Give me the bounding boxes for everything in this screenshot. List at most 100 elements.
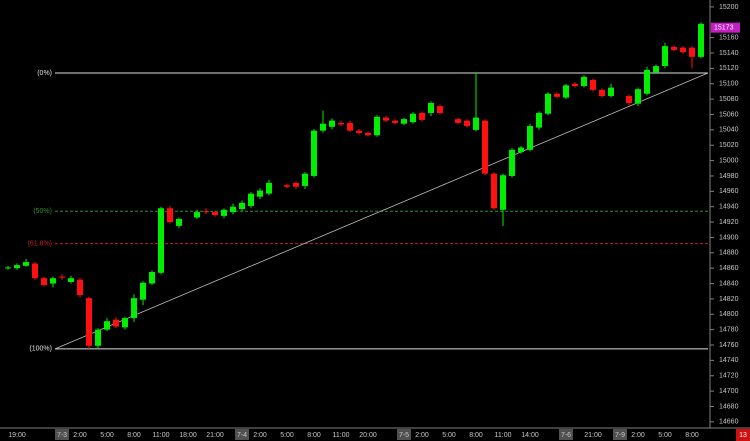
candle-body: [149, 272, 155, 284]
candle-body: [212, 212, 218, 216]
x-tick-label: 18:00: [179, 432, 197, 439]
x-tick-label: 7-3: [57, 432, 67, 439]
candle-body: [392, 120, 398, 123]
x-tick-label: 7-5: [399, 432, 409, 439]
candle-body: [68, 278, 74, 283]
candle-body: [662, 46, 668, 67]
y-tick-label: 14980: [719, 173, 739, 180]
candle-body: [455, 119, 461, 123]
y-tick-label: 14680: [719, 403, 739, 410]
candle-body: [221, 209, 227, 216]
x-tick-label: 11:00: [333, 432, 350, 439]
candle-body: [59, 276, 65, 278]
x-tick-label: 8:00: [685, 432, 699, 439]
candle-body: [194, 212, 200, 218]
candle-body: [680, 47, 686, 53]
last-price-tag: [711, 22, 740, 33]
x-tick-label: 7-9: [615, 432, 625, 439]
candle-body: [266, 182, 272, 194]
candle-body: [248, 193, 254, 206]
candle-body: [410, 113, 416, 123]
candle-body: [239, 202, 245, 210]
candle-body: [86, 298, 92, 346]
y-tick-label: 15020: [719, 142, 739, 149]
candle-body: [284, 185, 290, 187]
candle-body: [77, 279, 83, 296]
candle-body: [464, 120, 470, 127]
candle-body: [293, 182, 299, 187]
y-tick-label: 14840: [719, 280, 739, 287]
candle-body: [491, 173, 497, 209]
fib-level-label: (100%): [29, 346, 52, 353]
y-tick-label: 14660: [719, 419, 739, 426]
x-tick-label: 8:00: [307, 432, 321, 439]
candle-body: [140, 282, 146, 300]
y-tick-label: 15160: [719, 34, 739, 41]
y-tick-label: 15000: [719, 157, 739, 164]
candle-body: [302, 173, 308, 186]
candle-body: [356, 130, 362, 133]
candle-body: [500, 175, 506, 210]
candle-body: [131, 298, 137, 319]
y-tick-label: 14860: [719, 265, 739, 272]
y-tick-label: 14760: [719, 342, 739, 349]
last-price-label: 15173: [714, 25, 734, 32]
candle-body: [320, 123, 326, 131]
candle-body: [230, 206, 236, 213]
candle-body: [401, 119, 407, 124]
x-tick-label: 20:00: [359, 432, 377, 439]
y-tick-label: 14800: [719, 311, 739, 318]
y-tick-label: 14820: [719, 296, 739, 303]
fib-level-label: (61.8%): [27, 240, 52, 247]
candle-body: [536, 112, 542, 128]
x-tick-label: 2:00: [73, 432, 87, 439]
candle-body: [509, 149, 515, 176]
candle-body: [329, 120, 335, 127]
candle-body: [104, 321, 110, 330]
candle-body: [383, 117, 389, 121]
corner-badge: [736, 429, 750, 441]
y-tick-label: 15200: [719, 4, 739, 11]
candle-body: [338, 122, 344, 125]
candle-body: [644, 69, 650, 94]
y-tick-label: 15060: [719, 111, 739, 118]
x-tick-label: 11:00: [153, 432, 170, 439]
candle-body: [527, 126, 533, 150]
x-tick-label: 21:00: [584, 432, 602, 439]
candle-body: [626, 96, 632, 103]
candle-body: [374, 116, 380, 136]
candle-body: [608, 87, 614, 97]
candle-body: [599, 89, 605, 97]
x-tick-label: 5:00: [100, 432, 114, 439]
candle-body: [554, 93, 560, 97]
candle-body: [581, 76, 587, 87]
x-tick-label: 5:00: [658, 432, 672, 439]
fib-level-label: (50%): [33, 208, 52, 215]
candle-body: [671, 46, 677, 50]
x-tick-label: 19:00: [8, 432, 26, 439]
candle-body: [176, 218, 182, 226]
x-tick-label: 8:00: [469, 432, 483, 439]
x-tick-label: 2:00: [631, 432, 645, 439]
date-marker: [55, 429, 69, 440]
candle-body: [41, 278, 47, 286]
date-marker: [235, 429, 249, 440]
y-tick-label: 14920: [719, 219, 739, 226]
y-tick-label: 14720: [719, 373, 739, 380]
candle-body: [50, 278, 56, 284]
corner-badge-label: 13: [739, 432, 747, 439]
candle-body: [572, 83, 578, 87]
trendline: [54, 72, 709, 350]
x-tick-label: 5:00: [280, 432, 294, 439]
candle-body: [545, 93, 551, 114]
date-marker: [559, 429, 573, 440]
date-marker: [613, 429, 627, 440]
y-tick-label: 15080: [719, 96, 739, 103]
y-tick-label: 14960: [719, 188, 739, 195]
candle-body: [14, 265, 20, 269]
x-tick-label: 7-6: [561, 432, 571, 439]
y-tick-label: 15140: [719, 50, 739, 57]
y-tick-label: 14700: [719, 388, 739, 395]
x-tick-label: 5:00: [442, 432, 456, 439]
